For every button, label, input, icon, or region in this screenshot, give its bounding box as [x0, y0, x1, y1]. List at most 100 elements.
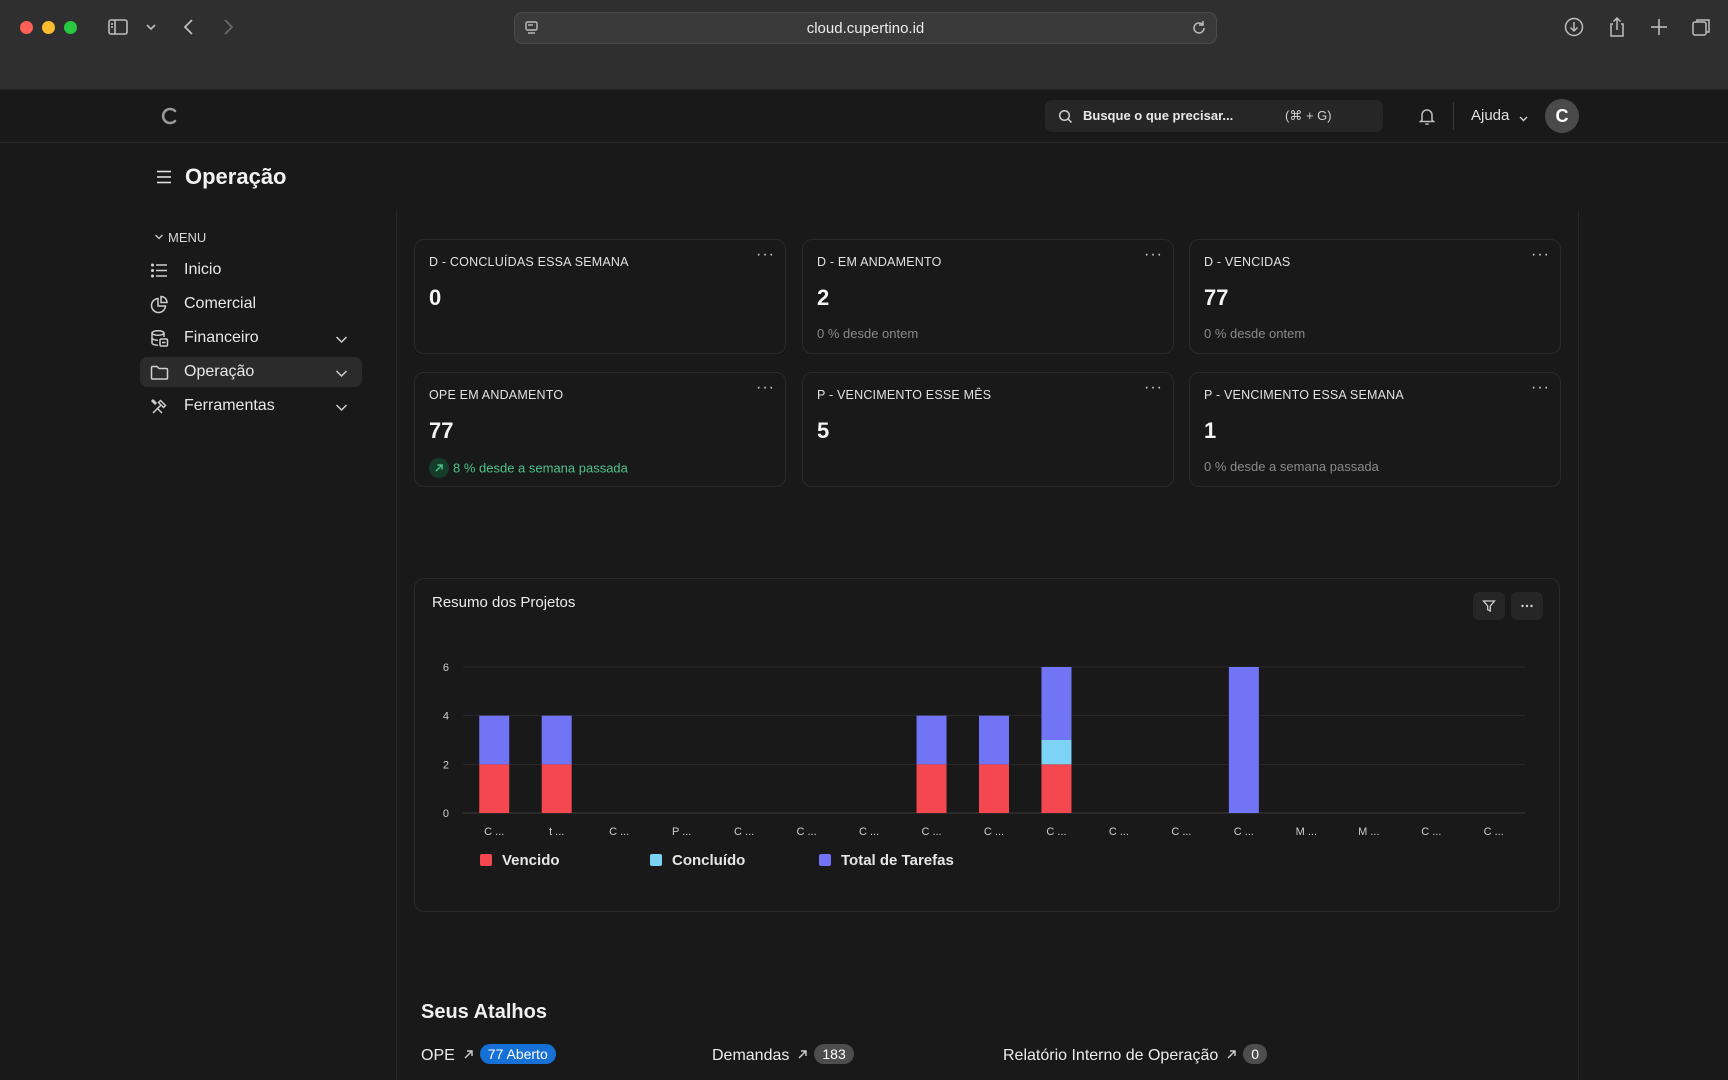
forward-icon[interactable] — [217, 16, 239, 38]
search-input[interactable]: Busque o que precisar... (⌘ + G) — [1045, 100, 1383, 132]
reload-icon[interactable] — [1190, 19, 1208, 37]
sidebar-toggle-icon[interactable] — [107, 16, 129, 38]
chevron-down-icon — [335, 401, 348, 414]
bar-segment[interactable] — [1228, 667, 1259, 813]
help-label: Ajuda — [1471, 107, 1510, 124]
filter-icon — [1482, 600, 1496, 613]
kpi-card: OPE EM ANDAMENTO ··· 77 8 % desde a sema… — [414, 372, 786, 487]
more-options-icon[interactable]: ··· — [1531, 246, 1550, 263]
legend-item-concluido[interactable]: Concluído — [650, 852, 745, 869]
avatar[interactable]: C — [1545, 99, 1579, 133]
back-icon[interactable] — [178, 16, 200, 38]
page-settings-icon[interactable] — [523, 19, 541, 37]
x-tick-label: M ... — [1296, 826, 1317, 838]
bar-segment[interactable] — [1041, 667, 1072, 740]
kpi-delta-text: 8 % desde a semana passada — [453, 460, 628, 476]
downloads-icon[interactable] — [1563, 16, 1585, 38]
filter-button[interactable] — [1473, 592, 1505, 620]
legend-label: Concluído — [672, 852, 746, 869]
more-options-icon[interactable]: ··· — [756, 379, 775, 396]
address-bar[interactable]: cloud.cupertino.id — [514, 12, 1217, 44]
content-divider — [396, 210, 397, 1080]
url-text: cloud.cupertino.id — [806, 20, 925, 37]
tab-overview-icon[interactable] — [1690, 16, 1712, 38]
search-icon — [1058, 109, 1073, 124]
y-tick-label: 0 — [443, 808, 449, 820]
bar-segment[interactable] — [541, 764, 572, 813]
minimize-window-button[interactable] — [42, 21, 55, 34]
legend-swatch — [819, 854, 831, 866]
kpi-title: D - VENCIDAS — [1204, 255, 1291, 269]
x-tick-label: C ... — [1046, 826, 1066, 838]
close-window-button[interactable] — [20, 21, 33, 34]
hamburger-menu-icon[interactable] — [155, 168, 173, 186]
sidebar-item-inicio[interactable]: Inicio — [140, 255, 362, 285]
bar-segment[interactable] — [916, 715, 947, 765]
database-icon — [150, 329, 169, 348]
kpi-delta: 0 % desde a semana passada — [1204, 459, 1379, 474]
share-icon[interactable] — [1606, 16, 1628, 38]
more-options-icon[interactable]: ··· — [756, 246, 775, 263]
more-options-icon[interactable]: ··· — [1531, 379, 1550, 396]
legend-label: Vencido — [502, 852, 560, 869]
more-options-icon[interactable]: ··· — [1144, 246, 1163, 263]
sidebar-item-financeiro[interactable]: Financeiro — [140, 323, 362, 353]
chevron-down-icon — [154, 230, 164, 240]
content-divider — [1578, 210, 1579, 1080]
bell-icon[interactable] — [1417, 106, 1437, 126]
search-placeholder: Busque o que precisar... — [1083, 108, 1234, 123]
chart-title: Resumo dos Projetos — [432, 594, 576, 611]
x-tick-label: C ... — [984, 826, 1004, 838]
x-tick-label: M ... — [1358, 826, 1379, 838]
projects-summary-chart: 0 2 4 6 C ... t ... C ... P ... C ... C ... C ... C… — [443, 662, 1525, 838]
header-divider — [1453, 102, 1454, 130]
bar-segment[interactable] — [479, 764, 510, 813]
shortcut-demandas[interactable]: Demandas 183 — [712, 1044, 854, 1065]
sidebar-item-operacao[interactable]: Operação — [140, 357, 362, 387]
list-icon — [150, 261, 169, 280]
shortcut-label: Relatório Interno de Operação — [1003, 1047, 1219, 1064]
x-tick-label: C ... — [484, 826, 504, 838]
shortcut-ope[interactable]: OPE 77 Aberto — [421, 1044, 556, 1065]
x-tick-label: C ... — [1421, 826, 1441, 838]
status-badge: 77 Aberto — [479, 1044, 556, 1064]
kpi-value: 5 — [817, 418, 830, 443]
chevron-down-icon[interactable] — [140, 16, 156, 38]
external-link-icon — [797, 1047, 808, 1059]
bar-segment[interactable] — [541, 715, 572, 765]
kpi-card: P - VENCIMENTO ESSA SEMANA ··· 1 0 % des… — [1189, 372, 1561, 487]
bar-segment[interactable] — [1041, 740, 1072, 765]
bar-segment[interactable] — [479, 715, 510, 765]
chevron-down-icon — [335, 367, 348, 380]
logo-icon[interactable] — [158, 104, 182, 128]
legend-swatch — [650, 854, 662, 866]
kpi-value: 77 — [1204, 285, 1229, 310]
bar-segment[interactable] — [916, 764, 947, 813]
bar-segment[interactable] — [1041, 764, 1072, 813]
menu-section-toggle[interactable]: MENU — [154, 230, 206, 245]
y-tick-label: 6 — [443, 662, 449, 674]
sidebar-item-ferramentas[interactable]: Ferramentas — [140, 391, 362, 421]
x-tick-label: C ... — [734, 826, 754, 838]
shortcut-relatorio-interno[interactable]: Relatório Interno de Operação 0 — [1003, 1044, 1268, 1065]
sidebar-item-comercial[interactable]: Comercial — [140, 289, 362, 319]
kpi-title: P - VENCIMENTO ESSE MÊS — [817, 388, 992, 402]
bar-segment[interactable] — [979, 764, 1009, 813]
more-options-icon — [1521, 604, 1533, 608]
sidebar-item-label: Financeiro — [184, 329, 259, 346]
more-options-icon[interactable]: ··· — [1144, 379, 1163, 396]
external-link-icon — [1226, 1047, 1237, 1059]
fullscreen-window-button[interactable] — [64, 21, 77, 34]
y-tick-label: 2 — [443, 759, 449, 771]
sidebar-item-label: Ferramentas — [184, 397, 275, 414]
kpi-title: D - EM ANDAMENTO — [817, 255, 942, 269]
bar-segment[interactable] — [979, 715, 1009, 765]
new-tab-icon[interactable] — [1648, 16, 1670, 38]
kpi-value: 2 — [817, 285, 830, 310]
kpi-value: 1 — [1204, 418, 1217, 443]
help-button[interactable]: Ajuda — [1471, 107, 1529, 124]
legend-item-total-de-tarefas[interactable]: Total de Tarefas — [819, 852, 954, 869]
chart-more-options-button[interactable] — [1511, 592, 1543, 620]
legend-item-vencido[interactable]: Vencido — [480, 852, 560, 869]
external-link-icon — [463, 1047, 474, 1059]
